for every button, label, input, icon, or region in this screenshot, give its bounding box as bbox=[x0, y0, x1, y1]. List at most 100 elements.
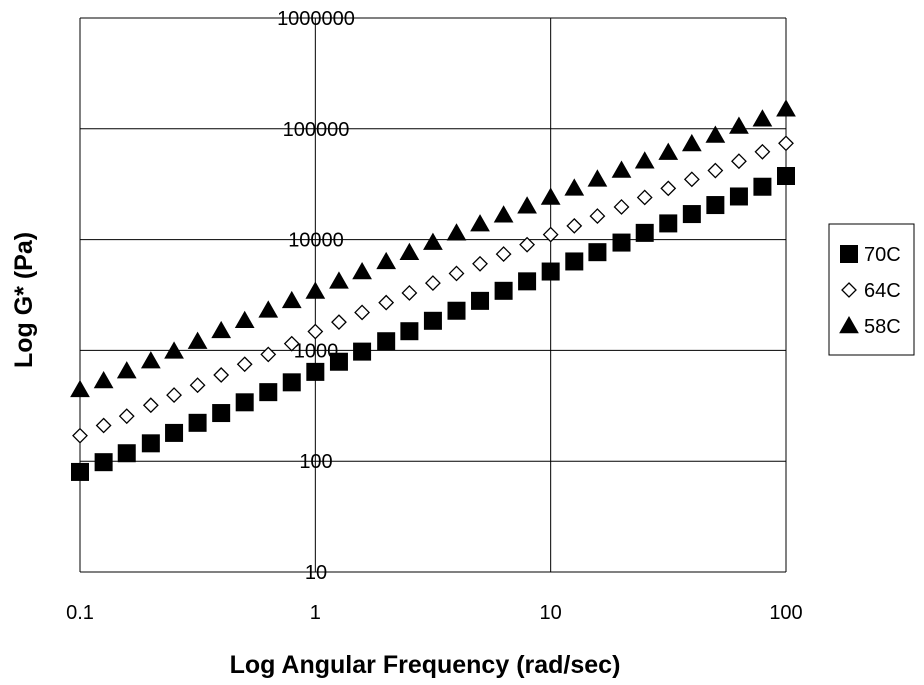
point-70c bbox=[494, 281, 513, 300]
point-70c bbox=[306, 362, 325, 381]
point-64c bbox=[589, 208, 606, 225]
point-58c bbox=[140, 351, 161, 369]
point-64c bbox=[331, 314, 347, 331]
point-70c bbox=[282, 373, 301, 392]
point-70c bbox=[612, 233, 631, 252]
point-58c bbox=[658, 142, 679, 160]
point-64c bbox=[495, 246, 512, 263]
point-70c bbox=[518, 272, 537, 291]
x-tick-label: 1 bbox=[310, 602, 321, 624]
point-58c bbox=[352, 261, 372, 280]
point-70c bbox=[377, 332, 396, 351]
point-64c bbox=[166, 387, 182, 404]
point-64c bbox=[213, 367, 230, 383]
point-70c bbox=[447, 301, 466, 320]
point-70c bbox=[565, 252, 584, 271]
legend: 70C 64C 58C bbox=[828, 223, 915, 356]
point-70c bbox=[235, 393, 254, 412]
point-64c bbox=[236, 356, 253, 373]
x-axis-title: Log Angular Frequency (rad/sec) bbox=[230, 651, 621, 679]
point-70c bbox=[188, 413, 207, 432]
y-tick-label: 10000 bbox=[288, 230, 344, 252]
point-64c bbox=[95, 417, 112, 434]
point-58c bbox=[305, 281, 326, 299]
point-70c bbox=[729, 187, 748, 206]
point-64c bbox=[425, 275, 441, 292]
legend-label-70c: 70C bbox=[864, 244, 901, 266]
point-58c bbox=[187, 331, 208, 349]
point-70c bbox=[471, 291, 490, 310]
point-58c bbox=[752, 109, 773, 127]
point-58c bbox=[281, 290, 302, 309]
point-58c bbox=[776, 99, 796, 117]
point-64c bbox=[613, 199, 630, 215]
point-64c bbox=[472, 255, 488, 272]
x-tick-label: 10 bbox=[540, 602, 562, 624]
point-64c bbox=[448, 265, 465, 282]
point-64c bbox=[707, 162, 724, 179]
point-70c bbox=[259, 383, 278, 402]
point-58c bbox=[634, 151, 655, 169]
x-tick-label: 100 bbox=[769, 602, 802, 624]
point-58c bbox=[446, 223, 467, 241]
point-64c bbox=[142, 397, 159, 414]
point-64c bbox=[542, 226, 559, 243]
point-58c bbox=[540, 187, 561, 205]
point-70c bbox=[777, 166, 795, 185]
point-64c bbox=[354, 304, 371, 321]
x-tick-label: 0.1 bbox=[66, 602, 94, 624]
point-70c bbox=[94, 453, 113, 472]
point-58c bbox=[70, 379, 90, 398]
point-64c bbox=[683, 171, 700, 188]
point-58c bbox=[564, 178, 585, 196]
point-64c bbox=[260, 346, 277, 363]
point-64c bbox=[189, 377, 206, 394]
y-tick-label: 1000 bbox=[294, 340, 339, 362]
legend-label-64c: 64C bbox=[864, 280, 901, 302]
point-64c bbox=[378, 294, 395, 311]
point-70c bbox=[117, 444, 136, 463]
point-58c bbox=[399, 242, 420, 261]
point-70c bbox=[423, 311, 442, 330]
point-64c bbox=[754, 143, 771, 160]
point-64c bbox=[283, 335, 300, 352]
gridlines bbox=[79, 17, 787, 573]
point-58c bbox=[587, 169, 608, 187]
y-tick-label: 100000 bbox=[283, 119, 350, 141]
point-64c bbox=[731, 153, 747, 170]
point-64c bbox=[519, 236, 536, 253]
point-70c bbox=[329, 352, 348, 371]
point-58c bbox=[376, 251, 397, 270]
point-58c bbox=[211, 320, 232, 339]
point-58c bbox=[729, 116, 749, 134]
legend-marker-70c bbox=[840, 245, 858, 263]
point-70c bbox=[71, 462, 89, 481]
point-70c bbox=[165, 423, 184, 442]
point-70c bbox=[753, 177, 772, 196]
point-58c bbox=[234, 310, 255, 329]
point-58c bbox=[705, 125, 726, 143]
legend-marker-64c bbox=[841, 282, 857, 298]
point-58c bbox=[470, 214, 490, 232]
point-70c bbox=[588, 243, 607, 262]
point-58c bbox=[611, 160, 632, 178]
point-70c bbox=[682, 205, 701, 224]
y-axis-title: Log G* (Pa) bbox=[10, 232, 38, 368]
point-64c bbox=[401, 285, 418, 301]
point-64c bbox=[118, 408, 135, 425]
point-58c bbox=[258, 300, 279, 318]
point-64c bbox=[778, 135, 794, 152]
point-58c bbox=[93, 370, 114, 389]
point-70c bbox=[353, 342, 372, 361]
point-70c bbox=[635, 223, 654, 242]
point-70c bbox=[706, 196, 725, 215]
y-tick-label: 10 bbox=[305, 562, 327, 584]
point-70c bbox=[141, 434, 160, 453]
point-58c bbox=[423, 232, 443, 250]
point-58c bbox=[493, 205, 514, 223]
point-64c bbox=[307, 323, 324, 340]
legend-marker-58c bbox=[839, 315, 859, 334]
point-58c bbox=[681, 133, 702, 152]
point-64c bbox=[566, 217, 583, 234]
